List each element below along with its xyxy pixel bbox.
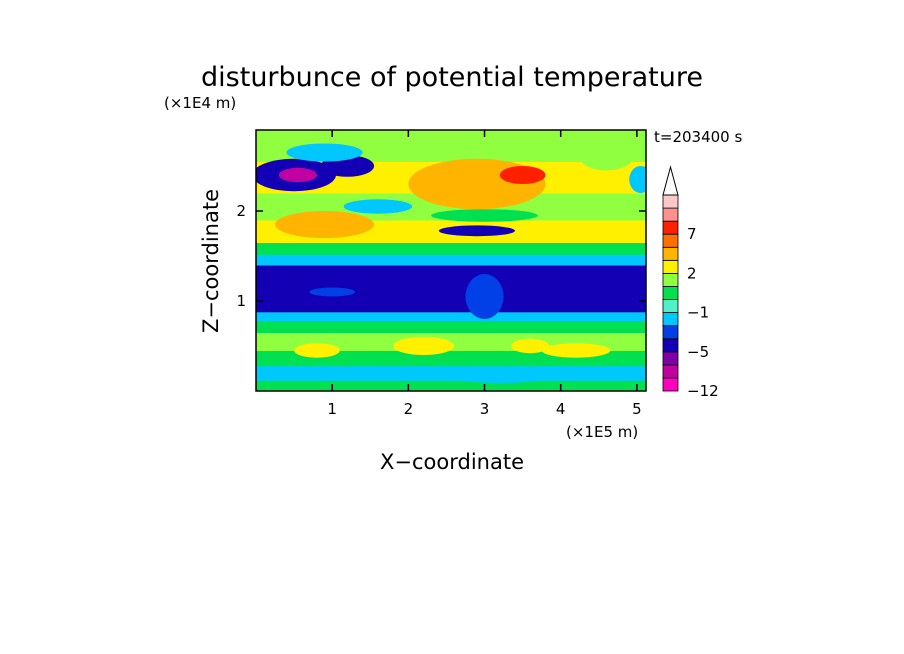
y-unit-label: (×1E4 m) bbox=[164, 94, 236, 112]
field-feature-1 bbox=[278, 167, 317, 183]
field-feature-6 bbox=[499, 166, 546, 184]
colorbar-segment-10 bbox=[662, 246, 679, 261]
colorbar-segment-5 bbox=[662, 312, 679, 327]
colorbar-segment-6 bbox=[662, 299, 679, 313]
x-tick-label-0: 1 bbox=[327, 400, 337, 418]
colorbar-segment-13 bbox=[662, 207, 679, 222]
field-feature-15 bbox=[511, 338, 550, 354]
colorbar-segment-8 bbox=[662, 272, 679, 287]
colorbar-segment-11 bbox=[662, 233, 679, 248]
field-feature-14 bbox=[541, 343, 611, 358]
y-axis-label: Z−coordinate bbox=[199, 189, 223, 333]
field-feature-8 bbox=[579, 143, 634, 171]
field-band-5 bbox=[256, 311, 646, 322]
field-feature-17 bbox=[454, 372, 546, 383]
field-feature-18 bbox=[465, 274, 504, 319]
field-band-9 bbox=[256, 242, 646, 255]
contour-field bbox=[256, 130, 646, 391]
colorbar-segment-14 bbox=[662, 194, 679, 209]
y-tick-label-1: 2 bbox=[236, 202, 246, 220]
x-unit-label: (×1E5 m) bbox=[566, 423, 638, 441]
plot-frame bbox=[255, 129, 647, 392]
x-tick-label-2: 3 bbox=[480, 400, 490, 418]
field-band-0 bbox=[256, 380, 646, 391]
colorbar-extend-arrow bbox=[662, 165, 679, 196]
field-band-8 bbox=[256, 254, 646, 266]
y-tick-label-0: 1 bbox=[236, 292, 246, 310]
field-feature-3 bbox=[286, 143, 363, 162]
field-band-4 bbox=[256, 320, 646, 333]
field-band-1 bbox=[256, 365, 646, 381]
x-tick-label-1: 2 bbox=[404, 400, 414, 418]
colorbar-segment-1 bbox=[662, 364, 679, 379]
colorbar-segment-0 bbox=[662, 377, 679, 392]
colorbar-label-3: −5 bbox=[687, 343, 709, 361]
colorbar-segment-4 bbox=[662, 325, 679, 340]
field-feature-11 bbox=[431, 209, 538, 222]
field-feature-10 bbox=[343, 199, 413, 214]
colorbar-segment-7 bbox=[662, 286, 679, 300]
x-tick-label-3: 4 bbox=[556, 400, 566, 418]
field-band-6 bbox=[256, 292, 646, 313]
x-tick-label-4: 5 bbox=[632, 400, 642, 418]
field-feature-12 bbox=[294, 343, 340, 358]
field-feature-9 bbox=[629, 166, 646, 193]
colorbar-segment-9 bbox=[662, 259, 679, 274]
field-feature-16 bbox=[324, 366, 401, 380]
colorbar-label-2: −1 bbox=[687, 304, 709, 322]
colorbar-label-1: 2 bbox=[687, 264, 697, 282]
colorbar: 7 2 −1 −5 −12 bbox=[662, 165, 719, 400]
colorbar-segment-3 bbox=[662, 338, 679, 353]
field-band-7 bbox=[256, 265, 646, 293]
y-axis-ticks: 12 bbox=[236, 202, 646, 310]
field-feature-19 bbox=[309, 287, 356, 297]
colorbar-label-0: 7 bbox=[687, 225, 697, 243]
field-feature-13 bbox=[393, 337, 455, 355]
colorbar-segment-2 bbox=[662, 351, 679, 366]
time-label: t=203400 s bbox=[654, 128, 742, 146]
chart-title: disturbunce of potential temperature bbox=[201, 62, 703, 93]
colorbar-label-4: −12 bbox=[687, 382, 719, 400]
field-feature-7 bbox=[438, 225, 515, 237]
colorbar-segment-12 bbox=[662, 220, 679, 235]
x-axis-ticks: 1 2 3 4 5 bbox=[327, 130, 642, 418]
x-axis-label: X−coordinate bbox=[380, 450, 524, 474]
field-feature-4 bbox=[275, 211, 375, 238]
